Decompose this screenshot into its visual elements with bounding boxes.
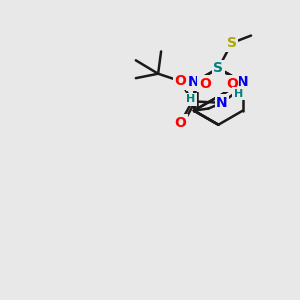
Text: N: N (188, 75, 200, 89)
Text: H: H (186, 94, 195, 104)
Text: N: N (237, 75, 249, 89)
Text: H: H (234, 89, 243, 99)
Text: O: O (226, 77, 238, 91)
Text: O: O (175, 116, 186, 130)
Text: O: O (199, 77, 211, 91)
Text: N: N (216, 96, 228, 110)
Text: S: S (227, 36, 237, 50)
Text: O: O (175, 74, 186, 88)
Text: S: S (213, 61, 224, 75)
